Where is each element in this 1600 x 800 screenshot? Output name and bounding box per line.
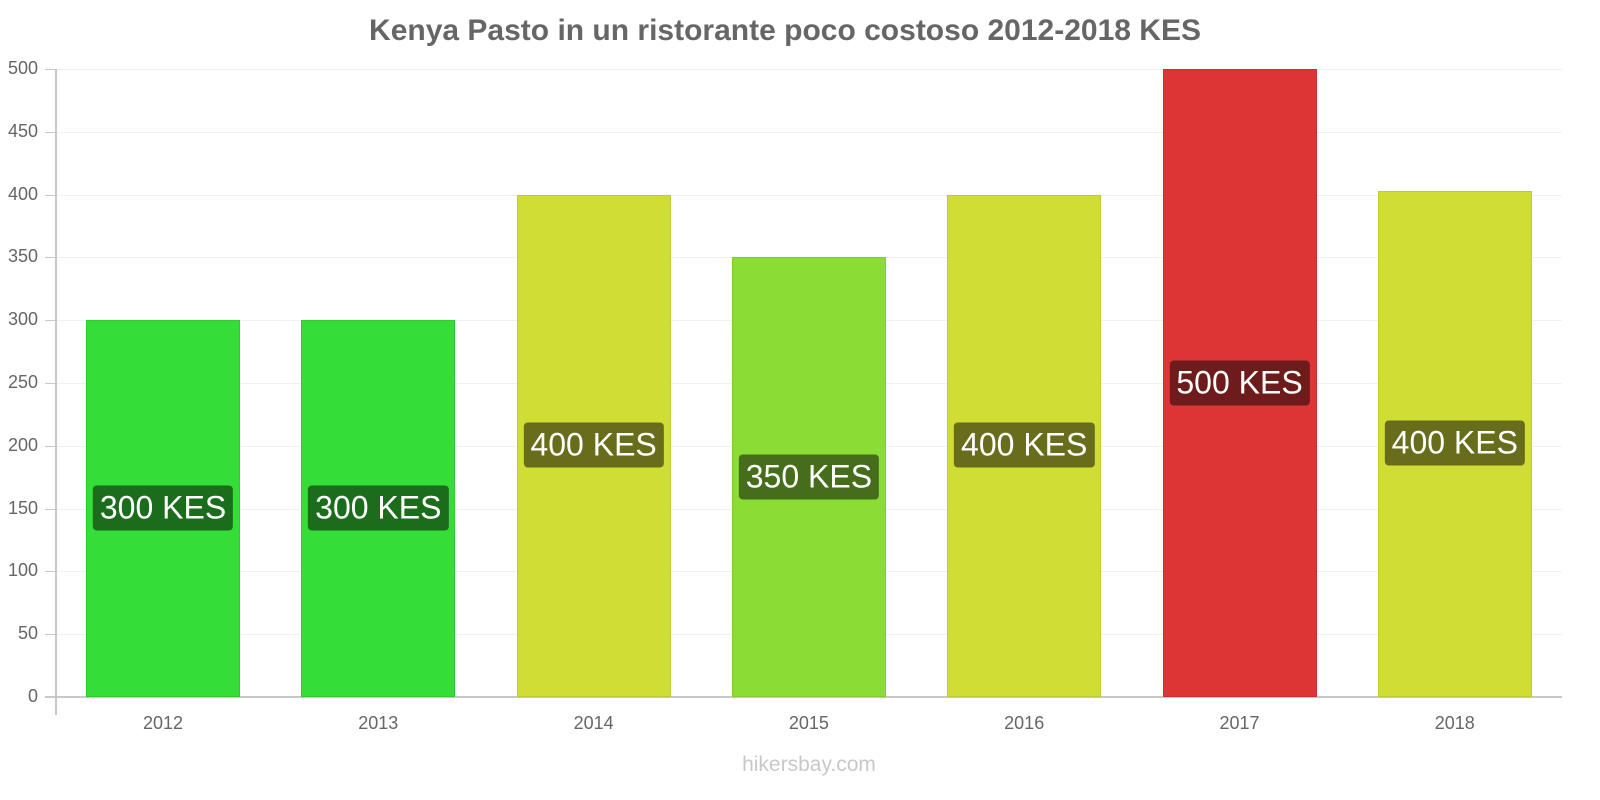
y-tick-label: 500 [7, 58, 38, 78]
y-tick-label: 0 [27, 686, 38, 706]
y-tick-label: 50 [17, 623, 38, 644]
y-tick-mark [45, 445, 55, 447]
gridline [56, 69, 1562, 70]
value-label: 400 KES [523, 422, 664, 468]
gridline [56, 194, 1562, 196]
y-tick-label: 350 [7, 246, 38, 267]
y-tick-label: 150 [7, 497, 38, 518]
y-tick-label: 100 [7, 560, 38, 581]
y-tick-label: 300 [7, 309, 38, 330]
x-tick-label: 2012 [142, 713, 184, 733]
x-axis-line [45, 696, 1562, 698]
y-tick-mark [45, 320, 55, 322]
y-tick-mark [45, 257, 55, 259]
y-tick-mark [45, 131, 55, 133]
value-label: 400 KES [954, 422, 1095, 468]
value-label: 400 KES [1384, 420, 1525, 466]
value-label: 350 KES [738, 454, 880, 500]
y-tick-mark [45, 383, 55, 384]
y-tick-label: 250 [7, 372, 38, 392]
y-tick-label: 450 [7, 120, 38, 141]
y-tick-mark [45, 69, 55, 70]
y-tick-mark [45, 634, 55, 636]
x-tick-label: 2016 [1004, 713, 1045, 733]
chart-title: Kenya Pasto in un ristorante poco costos… [369, 14, 1201, 47]
source-watermark: hikersbay.com [742, 753, 876, 776]
value-label: 300 KES [92, 485, 234, 531]
y-tick-label: 200 [7, 434, 38, 455]
x-tick-label: 2015 [788, 713, 829, 733]
gridline [56, 131, 1562, 133]
x-tick-label: 2018 [1434, 713, 1475, 733]
y-tick-mark [45, 571, 55, 573]
x-tick-label: 2017 [1219, 713, 1260, 733]
y-tick-mark [45, 194, 55, 196]
y-tick-label: 400 [7, 183, 38, 204]
y-tick-mark [45, 508, 55, 510]
x-tick-label: 2013 [358, 713, 399, 733]
value-label: 300 KES [308, 485, 449, 531]
value-label: 500 KES [1169, 360, 1310, 405]
y-axis-line [55, 69, 57, 715]
x-tick-label: 2014 [573, 713, 614, 733]
